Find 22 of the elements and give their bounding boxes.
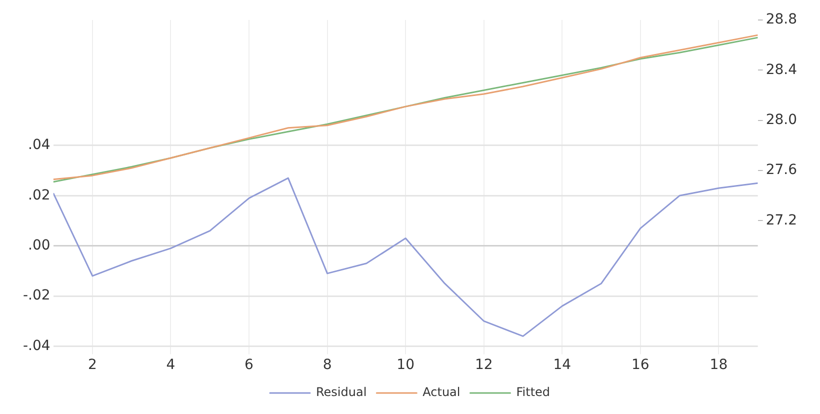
y2-tick-label: 27.6 [766, 162, 798, 178]
y-tick-label: -.04 [22, 338, 50, 354]
x-tick-label: 10 [396, 357, 414, 374]
x-tick-label: 2 [88, 357, 97, 374]
y-tick-label: .04 [28, 137, 50, 154]
y2-tick-label: 28.4 [766, 62, 798, 78]
y-tick-label: -.02 [22, 288, 50, 304]
x-tick-label: 14 [553, 357, 572, 374]
legend-label: Fitted [516, 385, 550, 400]
y-tick-label: .00 [28, 237, 50, 254]
x-tick-label: 8 [322, 357, 332, 374]
y2-tick-label: 27.2 [766, 212, 797, 228]
x-tick-label: 4 [166, 357, 176, 374]
y2-tick-label: 28.0 [766, 112, 797, 128]
x-tick-label: 18 [710, 357, 728, 374]
y2-tick-label: 28.8 [766, 12, 797, 28]
y-tick-label: .02 [28, 187, 50, 204]
x-tick-label: 12 [474, 357, 493, 374]
legend-label: Actual [422, 385, 460, 400]
x-tick-label: 6 [244, 357, 254, 374]
x-tick-label: 16 [631, 357, 650, 374]
legend-label: Residual [316, 385, 367, 400]
